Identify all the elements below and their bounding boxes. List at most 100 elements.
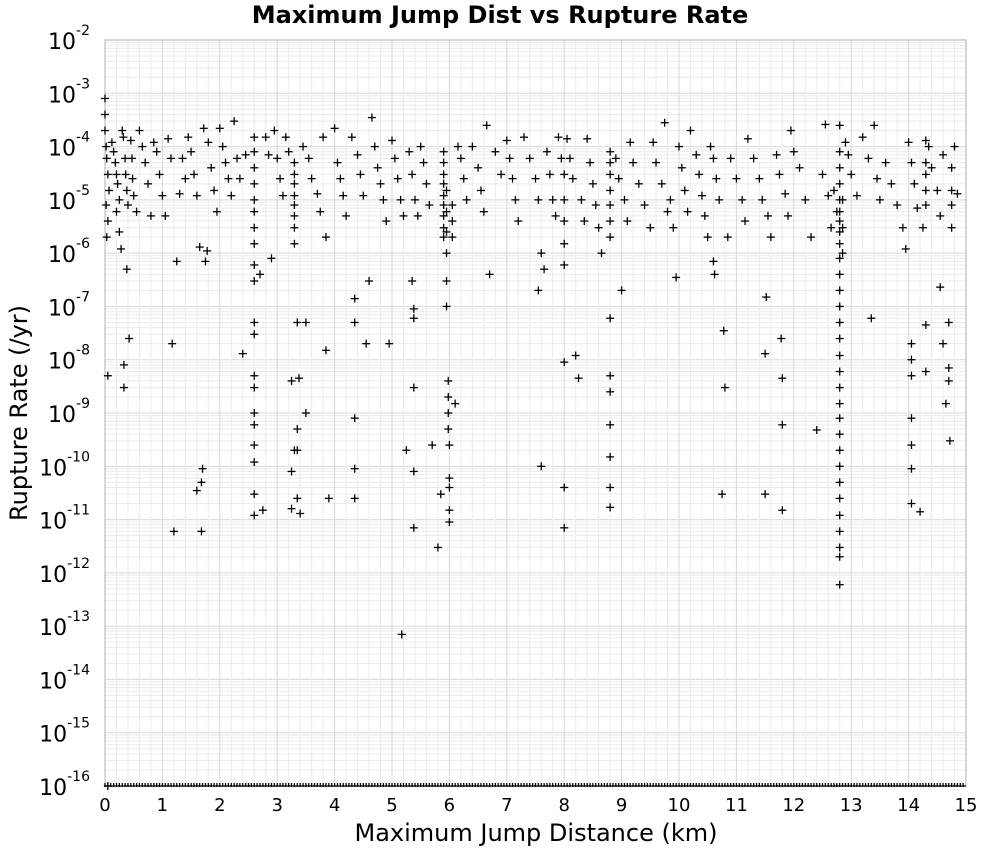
data-point (907, 464, 916, 473)
data-point (290, 170, 299, 179)
data-point (112, 207, 121, 216)
data-point (947, 201, 956, 210)
data-point (614, 174, 623, 183)
x-tick-label: 12 (782, 795, 805, 816)
data-point (672, 273, 681, 282)
data-point (132, 207, 141, 216)
data-point (597, 249, 606, 258)
data-point (227, 191, 236, 200)
data-point (444, 392, 453, 401)
x-tick-labels: 0 1 2 3 4 5 6 7 8 9 10 11 12 13 14 15 (99, 795, 977, 816)
data-point (439, 201, 448, 210)
data-point (571, 351, 580, 360)
data-point (250, 383, 259, 392)
data-point (548, 195, 557, 204)
data-point (250, 260, 259, 269)
data-point (158, 191, 167, 200)
data-point (807, 233, 816, 242)
y-tick-label: 10-9 (48, 396, 90, 428)
y-tick-labels: 10-2 10-3 10-4 10-5 10-6 10-7 10-8 10-9 10-10 10-… (39, 23, 90, 801)
data-point (113, 179, 122, 188)
data-point (568, 174, 577, 183)
data-point (867, 314, 876, 323)
data-point (586, 158, 595, 167)
data-point (606, 201, 615, 210)
data-point (520, 133, 529, 142)
data-point (709, 257, 718, 266)
data-point (373, 163, 382, 172)
data-point (172, 257, 181, 266)
data-point (250, 195, 259, 204)
data-point (560, 358, 569, 367)
data-point (646, 223, 655, 232)
data-point (617, 286, 626, 295)
x-axis-label: Maximum Jump Distance (km) (355, 819, 718, 847)
data-point (293, 494, 302, 503)
data-point (835, 254, 844, 263)
data-point (436, 490, 445, 499)
data-point (835, 543, 844, 552)
data-point (299, 142, 308, 151)
data-point (347, 133, 356, 142)
data-point (710, 270, 719, 279)
data-point (953, 189, 962, 198)
data-point (626, 138, 635, 147)
data-point (121, 154, 130, 163)
y-tick-label: 10-13 (39, 609, 90, 641)
data-point (718, 490, 727, 499)
data-point (442, 249, 451, 258)
data-point (127, 154, 136, 163)
data-point (835, 163, 844, 172)
data-point (425, 201, 434, 210)
data-point (835, 414, 844, 423)
data-point (410, 195, 419, 204)
y-tick-label: 10-16 (39, 769, 90, 801)
data-point (873, 174, 882, 183)
data-point (442, 227, 451, 236)
data-point (560, 195, 569, 204)
x-tick-label: 11 (725, 795, 748, 816)
data-point (250, 133, 259, 142)
data-point (119, 360, 128, 369)
data-point (105, 186, 114, 195)
data-point (910, 179, 919, 188)
data-point (250, 207, 259, 216)
data-point (525, 154, 534, 163)
data-point (835, 462, 844, 471)
x-tick-label: 6 (444, 795, 455, 816)
data-point (281, 133, 290, 142)
chart-title: Maximum Jump Dist vs Rupture Rate (252, 1, 749, 29)
data-point (118, 126, 127, 135)
data-point (835, 494, 844, 503)
data-point (287, 467, 296, 476)
data-point (408, 170, 417, 179)
data-point (901, 244, 910, 253)
data-point (695, 170, 704, 179)
data-point (663, 207, 672, 216)
data-point (212, 207, 221, 216)
data-point (167, 154, 176, 163)
data-point (175, 189, 184, 198)
data-point (835, 334, 844, 343)
x-tick-label: 13 (840, 795, 863, 816)
data-point (927, 163, 936, 172)
data-point (111, 158, 120, 167)
data-point (126, 136, 135, 145)
data-point (921, 367, 930, 376)
data-point (321, 233, 330, 242)
data-point (250, 490, 259, 499)
data-point (442, 186, 451, 195)
data-point (119, 383, 128, 392)
data-point (324, 494, 333, 503)
data-point (835, 121, 844, 130)
data-point (921, 170, 930, 179)
data-point (606, 314, 615, 323)
data-point (838, 195, 847, 204)
data-point (761, 349, 770, 358)
y-tick-label: 10-6 (48, 236, 90, 268)
data-point (835, 227, 844, 236)
data-point (112, 170, 121, 179)
data-point (365, 277, 374, 286)
data-point (766, 233, 775, 242)
data-point (583, 134, 592, 143)
